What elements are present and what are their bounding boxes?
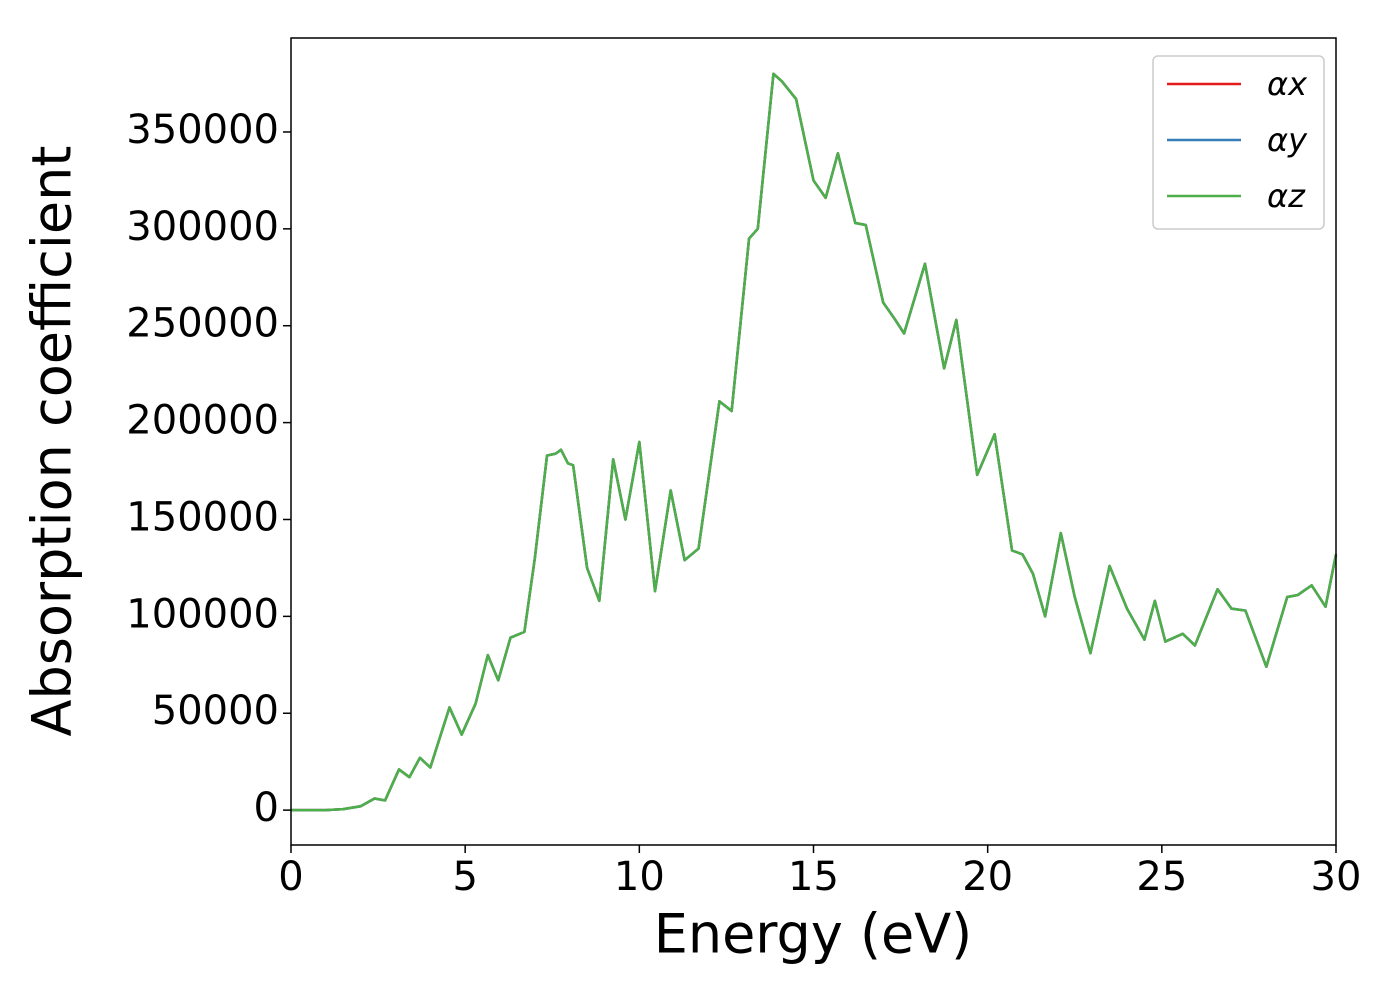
- y-axis-label: Absorption coefficient: [21, 146, 84, 737]
- legend-box: [1152, 55, 1325, 230]
- x-tick-label: 10: [614, 854, 665, 900]
- y-tick-label: 50000: [152, 688, 279, 734]
- x-tick-label: 0: [278, 854, 303, 900]
- y-tick-label: 300000: [126, 204, 279, 250]
- x-tick-label: 25: [1136, 854, 1187, 900]
- legend-label: αy: [1267, 121, 1308, 159]
- y-tick-label: 350000: [126, 107, 279, 153]
- legend-label: αx: [1267, 65, 1308, 103]
- legend-label: αz: [1267, 177, 1306, 215]
- x-axis-label: Energy (eV): [654, 903, 973, 966]
- y-tick-label: 200000: [126, 398, 279, 444]
- x-tick-label: 5: [452, 854, 477, 900]
- plot-frame: [290, 37, 1337, 846]
- x-tick-label: 20: [962, 854, 1013, 900]
- y-tick-label: 150000: [126, 494, 279, 540]
- y-tick-label: 0: [254, 785, 279, 831]
- y-tick-label: 250000: [126, 301, 279, 347]
- x-tick-label: 30: [1311, 854, 1362, 900]
- y-tick-label: 100000: [126, 591, 279, 637]
- series-line: [291, 72, 1338, 812]
- x-tick-label: 15: [788, 854, 839, 900]
